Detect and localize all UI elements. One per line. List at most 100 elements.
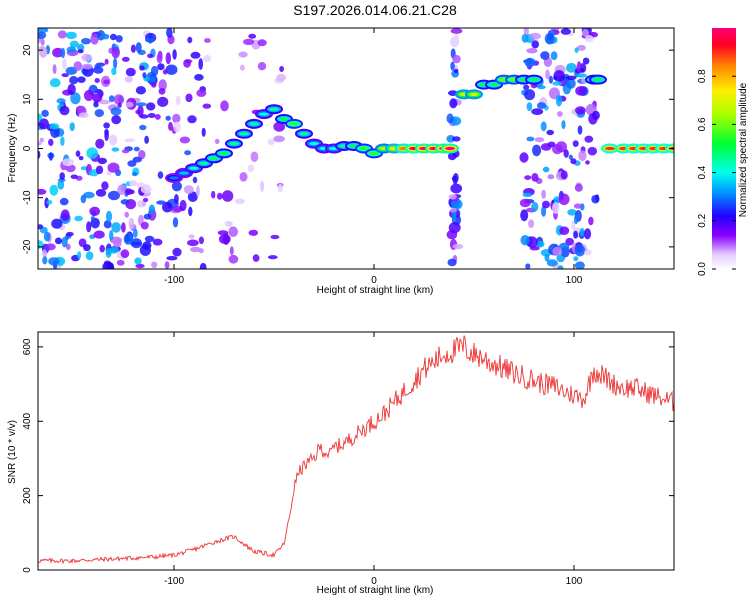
spectrogram-noise-blob [192, 176, 198, 184]
spectrogram-noise-blob [111, 46, 120, 59]
spectrogram-noise-blob [565, 75, 577, 81]
spectrogram-noise-blob [581, 28, 590, 37]
spectrogram-noise-blob [582, 57, 590, 65]
ridge-point [489, 83, 499, 87]
spectrogram-noise-blob [130, 238, 143, 249]
spectrogram-noise-blob [450, 207, 457, 213]
spectrogram-noise-blob [526, 102, 533, 112]
spectrogram-noise-blob [94, 109, 105, 118]
spectrogram-noise-blob [221, 190, 234, 202]
spectrogram-noise-blob [51, 218, 63, 229]
spectrogram-noise-blob [83, 244, 91, 252]
spectrogram-noise-blob [222, 233, 230, 246]
spectrogram-noise-blob [524, 57, 536, 67]
spectrogram-noise-blob [42, 256, 48, 265]
spectrogram-noise-blob [198, 236, 204, 245]
spectrogram-noise-blob [548, 75, 554, 84]
spectrogram-noise-blob [171, 181, 182, 192]
spectrogram-noise-blob [125, 188, 133, 196]
spectrogram-noise-blob [574, 261, 585, 269]
spectrogram-noise-blob [239, 172, 248, 182]
spectrogram-noise-blob [558, 193, 570, 206]
spectrogram-noise-blob [557, 111, 563, 117]
spectrogram-noise-blob [98, 99, 111, 105]
spectrogram-noise-blob [187, 115, 197, 124]
spectrogram-noise-blob [77, 43, 85, 52]
spectrogram-noise-blob [83, 191, 95, 199]
spectrogram-noise-blob [57, 30, 67, 39]
spectrogram-noise-blob [39, 137, 44, 143]
spectrogram-noise-blob [535, 240, 545, 248]
spectrogram-noise-blob [452, 211, 457, 223]
spectrogram-noise-blob [536, 102, 547, 109]
spectrogram-noise-blob [165, 64, 178, 75]
ridge-point [309, 142, 319, 146]
spectrogram-noise-blob [447, 258, 457, 267]
spectrogram-noise-blob [156, 200, 166, 205]
snr-x-tick-label: 0 [371, 576, 377, 587]
spectrogram-noise-blob [146, 102, 156, 111]
spectrogram-noise-blob [575, 73, 587, 78]
chart-title: S197.2026.014.06.21.C28 [293, 2, 457, 18]
spectrogram-noise-blob [229, 246, 234, 256]
spectrogram-noise-blob [144, 235, 155, 243]
spectrogram-noise-blob [81, 53, 92, 62]
spectrogram-noise-blob [139, 65, 145, 71]
snr-x-label: Height of straight line (km) [317, 585, 434, 596]
spectrogram-noise-blob [48, 138, 54, 146]
spectrogram-noise-blob [77, 76, 86, 83]
spectrogram-x-tick-label: -100 [164, 275, 184, 286]
ridge-point [529, 78, 539, 82]
spectrogram-noise-blob [138, 150, 146, 160]
spectrogram-noise-blob [144, 135, 150, 144]
spectrogram-noise-blob [38, 188, 47, 195]
spectrogram-noise-blob [270, 234, 280, 240]
spectrogram-noise-blob [168, 121, 173, 131]
spectrogram-noise-blob [109, 230, 114, 241]
spectrogram-noise-blob [247, 164, 255, 173]
spectrogram-noise-blob [560, 170, 568, 180]
spectrogram-noise-blob [545, 69, 550, 80]
colorbar-tick-label: 0.0 [697, 262, 708, 276]
spectrogram-noise-blob [189, 246, 202, 253]
spectrogram-noise-blob [546, 129, 554, 136]
ridge-point [469, 92, 479, 96]
spectrogram-noise-blob [172, 247, 182, 257]
spectrogram-noise-blob [125, 67, 136, 77]
spectrogram-noise-blob [257, 39, 267, 47]
spectrogram-y-tick-label: 20 [22, 44, 33, 56]
ridge-point [199, 161, 209, 165]
spectrogram-noise-blob [165, 52, 171, 65]
spectrogram-noise-blob [198, 58, 203, 70]
spectrogram-noise-blob [132, 156, 142, 163]
spectrogram-noise-blob [585, 160, 590, 165]
spectrogram-noise-blob [69, 40, 79, 48]
spectrogram-y-tick-label: -20 [22, 239, 33, 254]
spectrogram-noise-blob [52, 64, 57, 75]
spectrogram-noise-blob [519, 198, 531, 208]
spectrogram-noise-blob [544, 32, 555, 45]
spectrogram-noise-blob [575, 86, 587, 96]
spectrogram-noise-blob [38, 113, 42, 121]
spectrogram-noise-blob [450, 28, 463, 34]
spectrogram-noise-blob [101, 181, 109, 191]
spectrogram-noise-blob [520, 235, 530, 246]
spectrogram-noise-blob [108, 95, 115, 103]
spectrogram-noise-blob [552, 202, 560, 214]
spectrogram-noise-blob [108, 190, 120, 201]
spectrogram-noise-blob [45, 243, 56, 251]
spectrogram-noise-blob [41, 109, 49, 117]
snr-y-tick-label: 600 [22, 338, 33, 355]
spectrogram-noise-blob [70, 174, 78, 180]
spectrogram-noise-blob [531, 173, 539, 182]
spectrogram-noise-blob [574, 183, 583, 192]
spectrogram-noise-blob [59, 172, 65, 181]
spectrogram-noise-blob [97, 157, 108, 165]
spectrogram-noise-blob [137, 105, 144, 117]
spectrogram-noise-blob [578, 150, 587, 162]
spectrogram-noise-blob [48, 257, 60, 266]
spectrogram-noise-blob [65, 31, 77, 40]
spectrogram-noise-blob [557, 265, 564, 269]
spectrogram-noise-blob [124, 211, 129, 218]
